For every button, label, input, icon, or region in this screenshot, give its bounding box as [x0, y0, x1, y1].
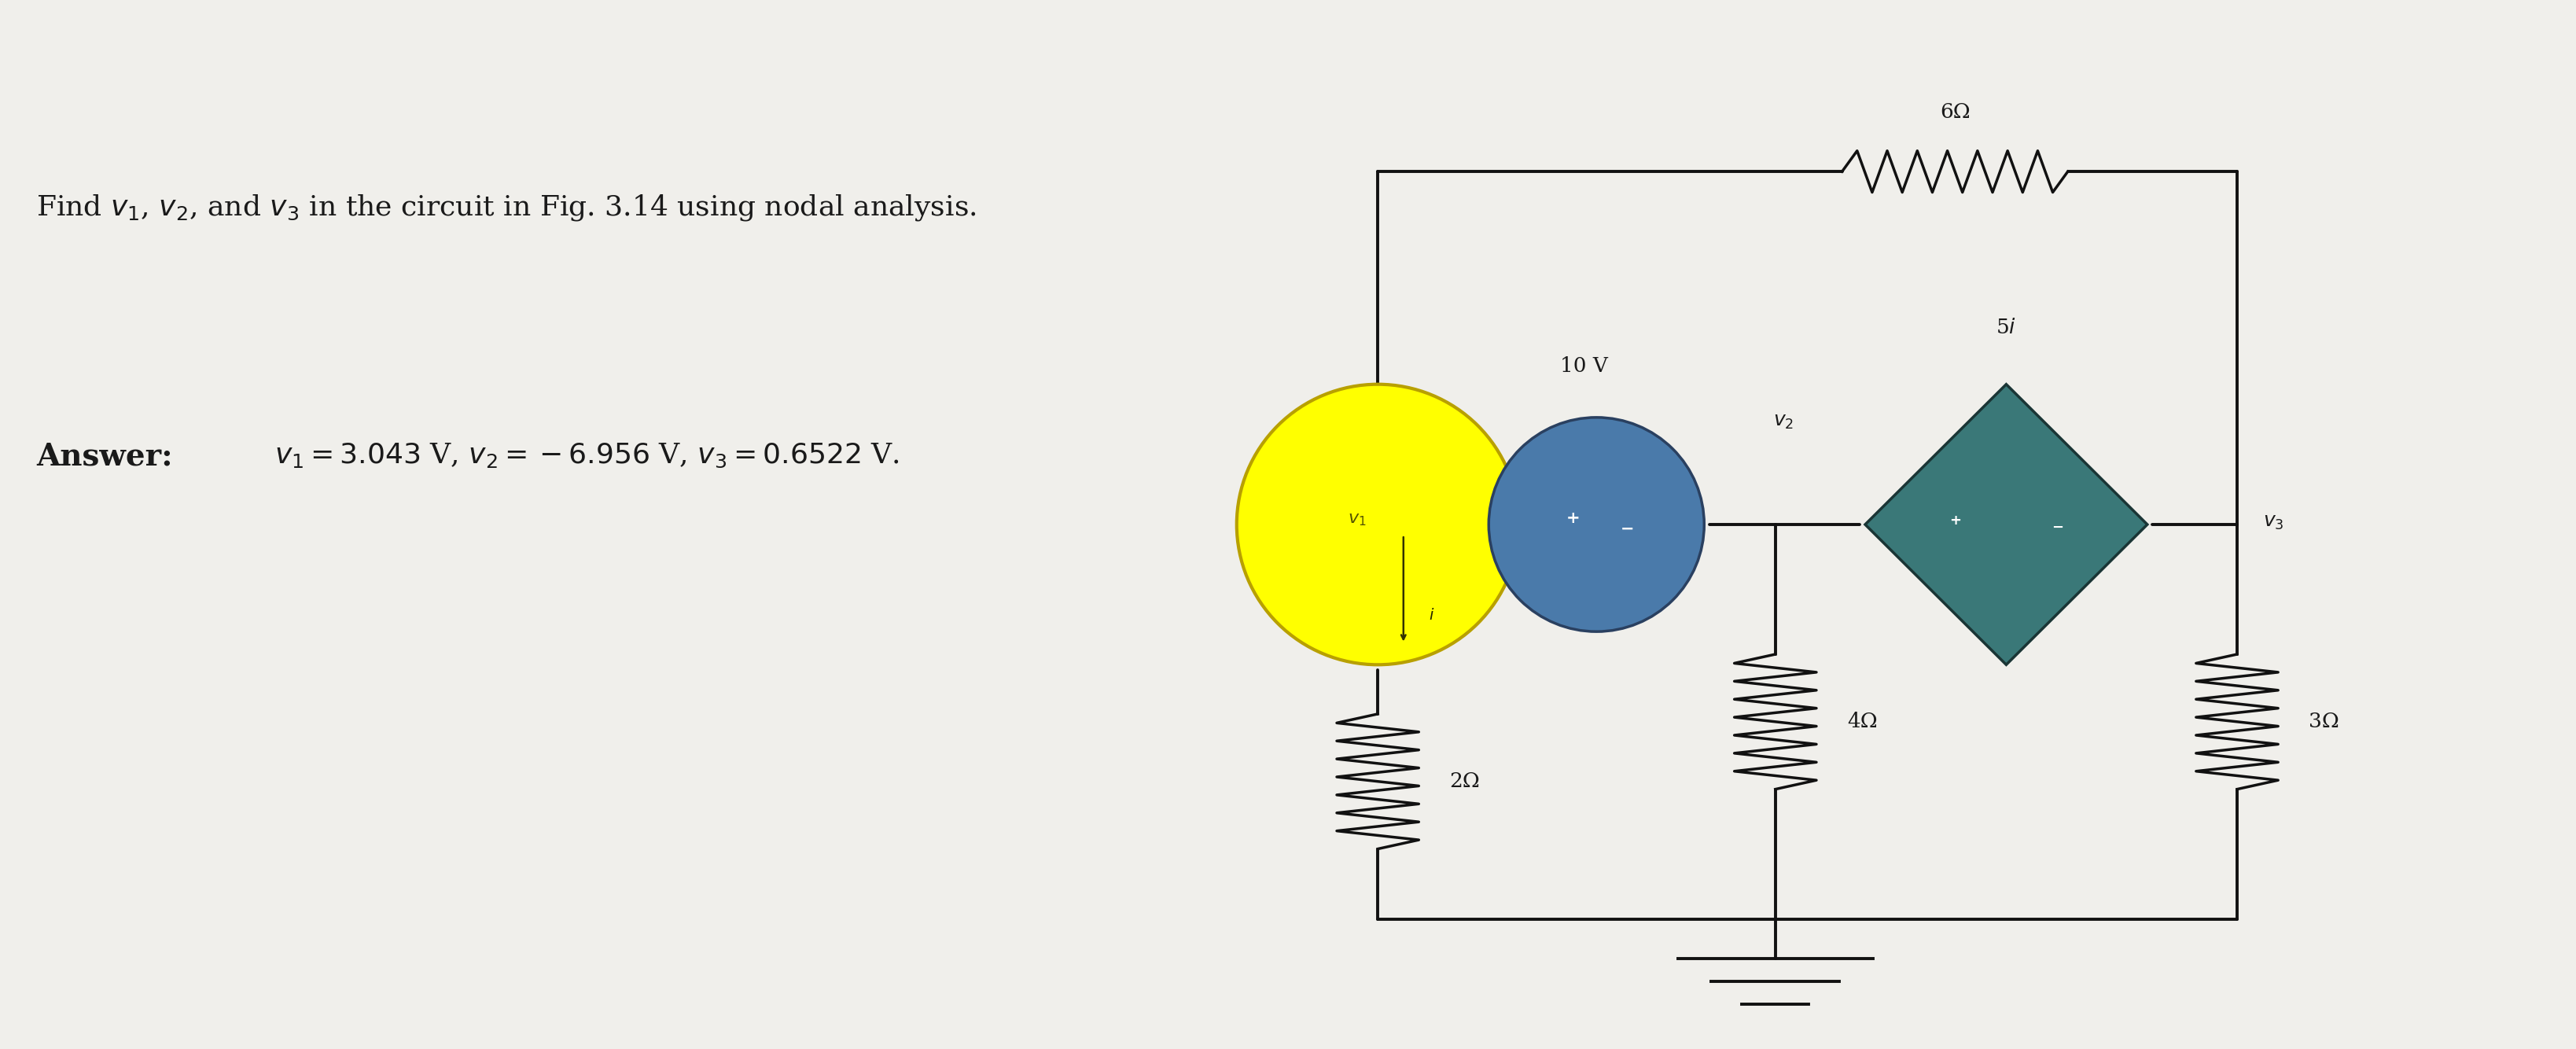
Text: $i$: $i$ — [1430, 608, 1435, 623]
Text: +: + — [1566, 511, 1579, 527]
Text: 3Ω: 3Ω — [2308, 712, 2339, 731]
Ellipse shape — [1489, 418, 1705, 631]
Text: 6Ω: 6Ω — [1940, 102, 1971, 122]
Text: $v_2$: $v_2$ — [1772, 413, 1793, 431]
Text: Answer:: Answer: — [36, 442, 173, 471]
Text: Find $v_1$, $v_2$, and $v_3$ in the circuit in Fig. 3.14 using nodal analysis.: Find $v_1$, $v_2$, and $v_3$ in the circ… — [36, 192, 976, 222]
Polygon shape — [1865, 384, 2148, 665]
Text: −: − — [2050, 520, 2063, 535]
Text: −: − — [1620, 520, 1633, 536]
Text: 10 V: 10 V — [1558, 357, 1607, 376]
Text: 2Ω: 2Ω — [1450, 772, 1481, 791]
Text: $v_3$: $v_3$ — [2262, 513, 2282, 532]
Text: 5$i$: 5$i$ — [1996, 318, 2017, 338]
Text: $v_1 = 3.043$ V, $v_2 = -6.956$ V, $v_3 = 0.6522$ V.: $v_1 = 3.043$ V, $v_2 = -6.956$ V, $v_3 … — [276, 442, 899, 469]
Text: 4Ω: 4Ω — [1847, 712, 1878, 731]
Ellipse shape — [1236, 384, 1520, 665]
Text: +: + — [1950, 513, 1960, 528]
Text: $v_1$: $v_1$ — [1347, 511, 1365, 528]
